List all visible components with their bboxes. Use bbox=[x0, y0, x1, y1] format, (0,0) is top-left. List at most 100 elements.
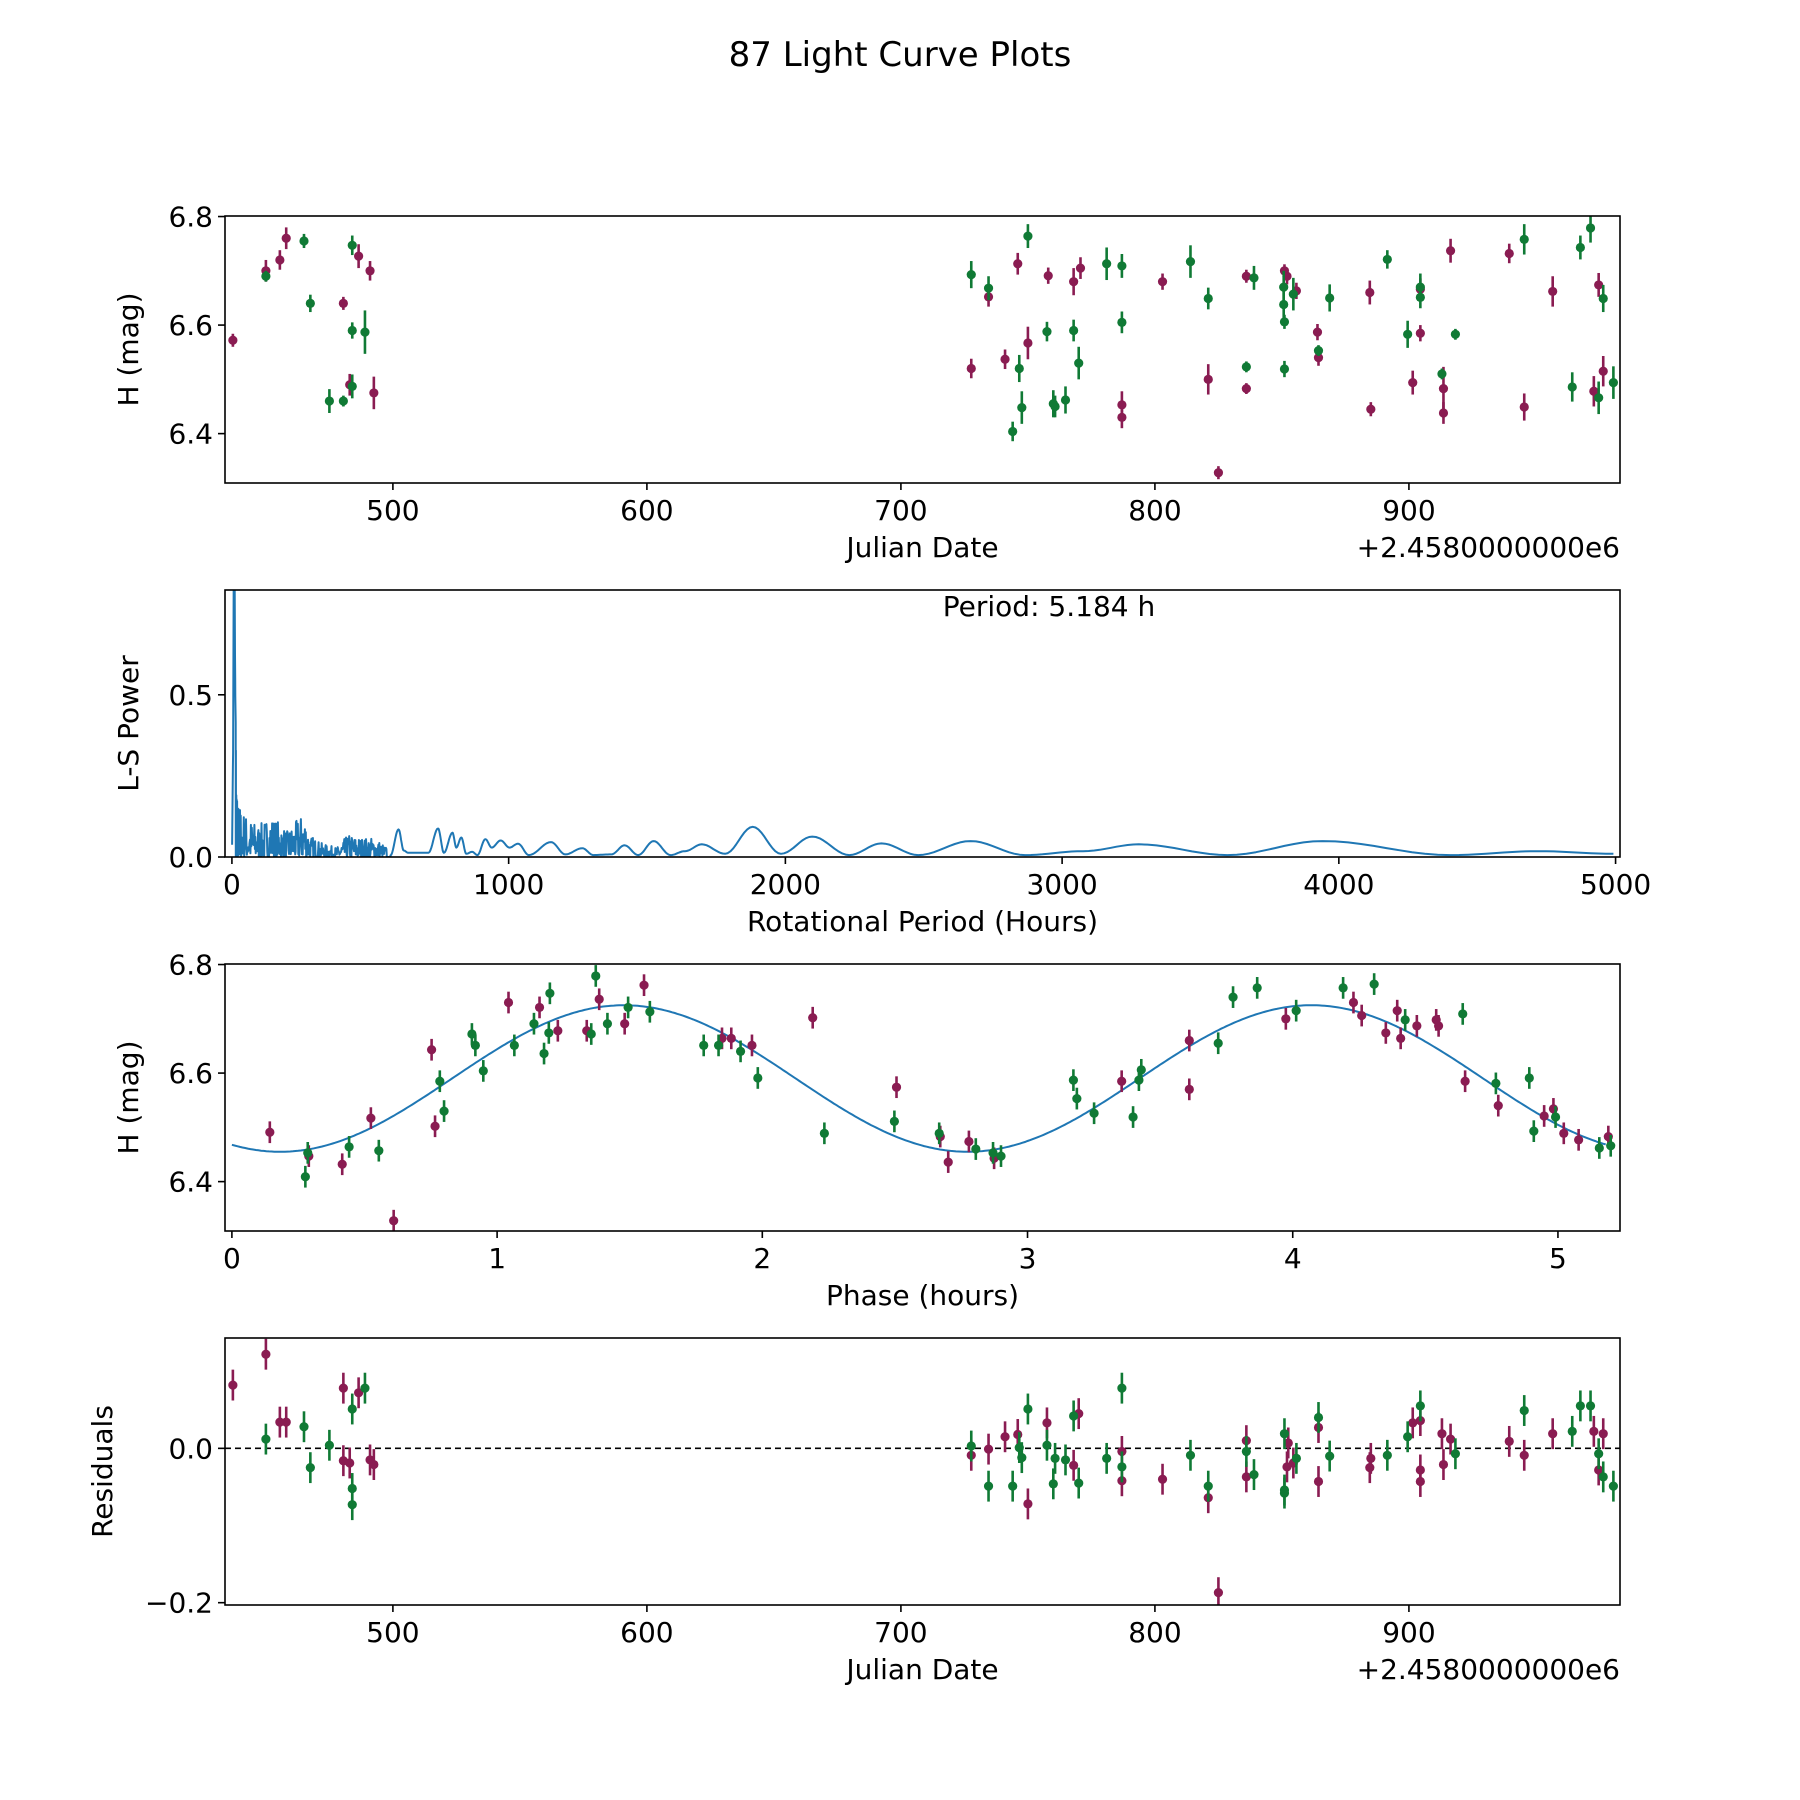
data-point bbox=[1288, 289, 1298, 299]
data-point bbox=[1415, 328, 1425, 338]
data-point bbox=[1338, 983, 1348, 993]
data-point bbox=[1069, 325, 1079, 336]
y-axis-label: Residuals bbox=[86, 1405, 119, 1538]
data-point bbox=[1519, 1405, 1529, 1416]
data-point bbox=[1575, 242, 1585, 253]
data-point bbox=[1249, 1469, 1259, 1480]
data-point bbox=[1203, 293, 1213, 304]
model-curve bbox=[231, 1004, 1606, 1153]
data-point bbox=[1408, 1418, 1418, 1428]
data-point bbox=[1415, 1401, 1425, 1411]
x-tick-label: 600 bbox=[620, 494, 673, 527]
data-point bbox=[934, 1128, 944, 1138]
data-point bbox=[1400, 1015, 1410, 1025]
x-tick-label: 5000 bbox=[1580, 868, 1651, 901]
data-point bbox=[1606, 1141, 1616, 1151]
data-point bbox=[360, 327, 370, 337]
data-point bbox=[1491, 1078, 1501, 1088]
x-tick-label: 3000 bbox=[1026, 868, 1097, 901]
data-point bbox=[1450, 329, 1461, 339]
data-point bbox=[1493, 1101, 1503, 1111]
data-point bbox=[1136, 1065, 1146, 1075]
data-point bbox=[1437, 1429, 1447, 1439]
data-point bbox=[1574, 1135, 1584, 1145]
data-point bbox=[1539, 1111, 1549, 1121]
data-point bbox=[726, 1033, 736, 1043]
data-point bbox=[1279, 1488, 1290, 1498]
data-point bbox=[1408, 378, 1418, 388]
data-point bbox=[324, 1440, 334, 1450]
data-point bbox=[1228, 992, 1238, 1002]
data-point bbox=[1117, 261, 1127, 271]
data-point bbox=[1185, 256, 1196, 267]
x-tick-label: 500 bbox=[366, 1616, 419, 1649]
data-point bbox=[1594, 393, 1604, 403]
data-point bbox=[503, 997, 514, 1008]
data-point bbox=[1594, 280, 1604, 290]
data-point bbox=[1365, 287, 1375, 298]
data-point bbox=[299, 236, 309, 246]
data-point bbox=[1249, 273, 1259, 283]
data-point bbox=[1529, 1126, 1539, 1136]
data-point bbox=[1313, 353, 1324, 363]
series-green bbox=[300, 965, 1616, 1188]
data-point bbox=[1008, 426, 1018, 437]
axes-frame bbox=[224, 1337, 1621, 1606]
data-point bbox=[1117, 317, 1127, 327]
data-point bbox=[338, 396, 348, 406]
data-point bbox=[1382, 1450, 1392, 1460]
data-point bbox=[594, 994, 604, 1004]
data-point bbox=[347, 240, 357, 250]
x-axis-label: Julian Date bbox=[844, 1653, 998, 1686]
data-point bbox=[735, 1046, 746, 1056]
data-point bbox=[1048, 1479, 1058, 1489]
data-point bbox=[1313, 1412, 1324, 1423]
data-point bbox=[1438, 1459, 1449, 1470]
data-point bbox=[509, 1040, 519, 1051]
data-point bbox=[1382, 254, 1392, 265]
data-point bbox=[1594, 1143, 1604, 1153]
data-point bbox=[1023, 338, 1033, 348]
data-point bbox=[1241, 362, 1251, 372]
data-point bbox=[1279, 299, 1289, 310]
data-point bbox=[1069, 1460, 1079, 1470]
x-tick-label: 500 bbox=[366, 494, 419, 527]
data-point bbox=[964, 1136, 974, 1147]
data-point bbox=[374, 1146, 384, 1156]
data-point bbox=[281, 1417, 291, 1427]
data-point bbox=[1117, 412, 1127, 422]
data-point bbox=[891, 1082, 902, 1092]
data-point bbox=[300, 1172, 310, 1182]
data-point bbox=[1369, 979, 1379, 989]
x-tick-label: 800 bbox=[1128, 1616, 1181, 1649]
data-point bbox=[1203, 374, 1213, 384]
y-tick-label: 6.6 bbox=[168, 1057, 213, 1090]
data-point bbox=[354, 251, 364, 261]
data-point bbox=[1392, 1006, 1402, 1016]
data-point bbox=[1450, 1449, 1461, 1459]
data-point bbox=[966, 363, 976, 374]
data-point bbox=[539, 1048, 549, 1059]
y-tick-label: 6.4 bbox=[168, 418, 213, 451]
data-point bbox=[1017, 402, 1027, 413]
x-tick-label: 800 bbox=[1128, 494, 1181, 527]
x-tick-label: 0 bbox=[223, 1242, 241, 1275]
data-point bbox=[324, 396, 334, 406]
data-point bbox=[971, 1144, 981, 1154]
data-point bbox=[1608, 1481, 1618, 1491]
plot-area-periodogram bbox=[231, 590, 1614, 857]
periodogram-line bbox=[231, 590, 1614, 857]
data-point bbox=[1291, 1453, 1301, 1463]
data-point bbox=[1023, 1404, 1033, 1414]
data-point bbox=[1000, 1432, 1010, 1442]
panel-periodogram: 0 1000 2000 3000 4000 5000 0.0 0.5 Rotational Pe… bbox=[112, 589, 1651, 938]
data-point bbox=[1438, 408, 1449, 418]
data-point bbox=[819, 1128, 829, 1138]
data-point bbox=[602, 1019, 613, 1029]
data-point bbox=[1519, 1450, 1529, 1460]
y-tick-label: 0.5 bbox=[168, 679, 213, 712]
data-point bbox=[1458, 1009, 1468, 1019]
axes-frame bbox=[224, 963, 1621, 1232]
data-point bbox=[478, 1066, 488, 1076]
